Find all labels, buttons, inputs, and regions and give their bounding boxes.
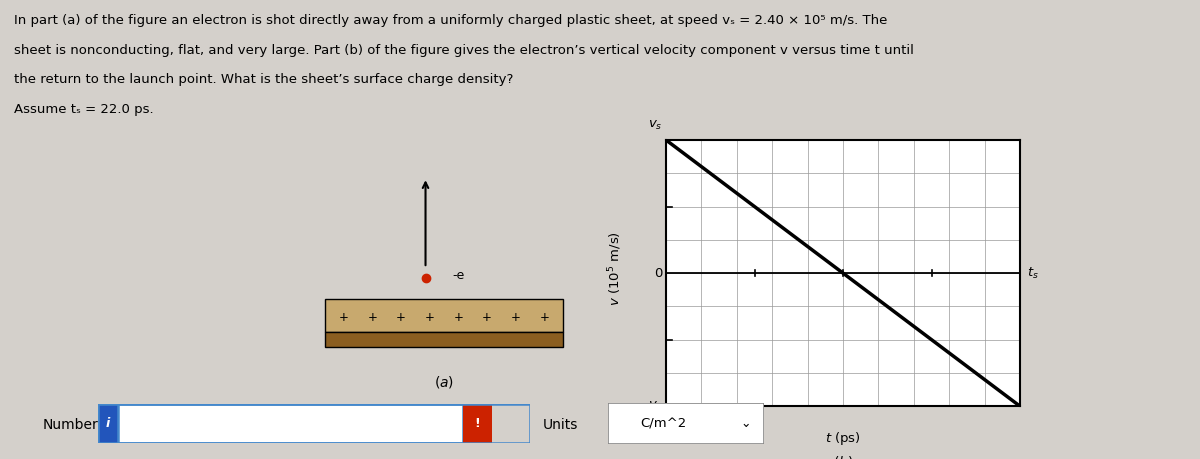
Text: C/m^2: C/m^2: [640, 417, 686, 430]
Text: ⌄: ⌄: [740, 417, 751, 430]
Text: i: i: [106, 417, 110, 430]
Text: +: +: [511, 311, 521, 324]
Text: $v_s$: $v_s$: [648, 119, 662, 132]
Text: $t_s$: $t_s$: [1027, 266, 1039, 280]
Bar: [325, 332, 563, 347]
Text: +: +: [482, 311, 492, 324]
Text: +: +: [396, 311, 406, 324]
Text: +: +: [425, 311, 434, 324]
Text: +: +: [367, 311, 377, 324]
Text: the return to the launch point. What is the sheet’s surface charge density?: the return to the launch point. What is …: [14, 73, 514, 86]
Bar: [118, 404, 463, 443]
Text: +: +: [454, 311, 463, 324]
Bar: [463, 404, 492, 443]
Bar: [325, 299, 563, 332]
Text: +: +: [338, 311, 349, 324]
Text: $t$ (ps): $t$ (ps): [826, 430, 860, 447]
Text: Assume tₛ = 22.0 ps.: Assume tₛ = 22.0 ps.: [14, 103, 154, 116]
Text: Number: Number: [43, 418, 98, 431]
Text: $-v_s$: $-v_s$: [637, 400, 662, 413]
Bar: [98, 404, 118, 443]
Text: 0: 0: [654, 267, 662, 280]
Text: sheet is nonconducting, flat, and very large. Part (b) of the figure gives the e: sheet is nonconducting, flat, and very l…: [14, 44, 914, 56]
Text: !: !: [475, 417, 480, 430]
Text: $(a)$: $(a)$: [434, 374, 454, 390]
Text: -e: -e: [452, 269, 464, 282]
Text: In part (a) of the figure an electron is shot directly away from a uniformly cha: In part (a) of the figure an electron is…: [14, 14, 888, 27]
Text: Units: Units: [542, 418, 577, 431]
Text: +: +: [539, 311, 550, 324]
Text: $(b)$: $(b)$: [833, 454, 853, 459]
Text: $v$ (10$^5$ m/s): $v$ (10$^5$ m/s): [607, 231, 624, 306]
